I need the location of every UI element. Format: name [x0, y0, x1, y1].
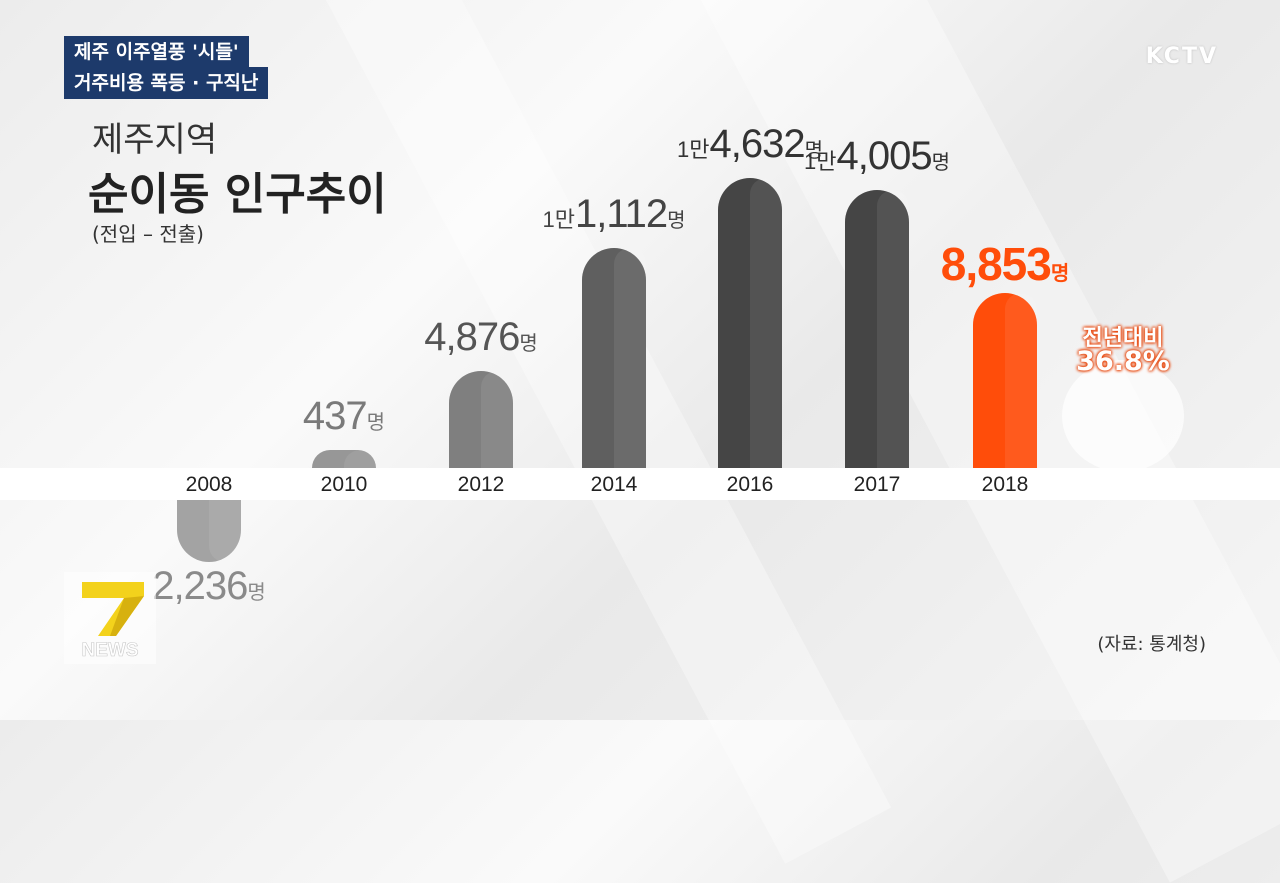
label-value: 2,236 — [152, 564, 248, 608]
x-tick-label: 2008 — [185, 473, 233, 496]
label-unit: 명 — [1050, 262, 1070, 285]
data-label: 4,876명 — [361, 315, 601, 360]
x-tick-label: 2014 — [590, 473, 638, 496]
label-value: 8,853 — [940, 237, 1052, 290]
data-label: 2,236명 — [89, 564, 329, 609]
bar-highlight — [750, 178, 782, 468]
x-tick-label: 2010 — [320, 473, 368, 496]
bar-highlight — [614, 247, 646, 468]
label-unit: 명 — [667, 209, 686, 232]
label-man-unit: 1만 — [677, 137, 710, 162]
label-unit: 명 — [247, 582, 266, 604]
news-logo: NEWS — [64, 572, 156, 664]
bar-highlight — [344, 450, 376, 468]
bar-2017 — [845, 190, 909, 468]
data-label: 1만4,632명 — [630, 122, 870, 167]
bar-2008 — [177, 500, 241, 562]
bar-highlight — [481, 371, 513, 468]
bar-2016 — [718, 178, 782, 468]
chart-title-region: 제주지역 — [92, 120, 218, 160]
label-unit: 명 — [804, 140, 823, 162]
data-label: 1만1,112명 — [494, 192, 734, 237]
label-value: 4,005 — [836, 134, 932, 179]
x-tick-label: 2016 — [726, 473, 774, 496]
bar-highlight — [209, 500, 241, 562]
label-unit: 명 — [519, 333, 538, 356]
caption-headline: 제주 이주열풍 '시들' — [64, 36, 249, 68]
x-tick-label: 2017 — [853, 473, 901, 496]
label-value: 437 — [302, 394, 368, 438]
caption-subheadline: 거주비용 폭등 · 구직난 — [64, 67, 269, 99]
chart-title: 순이동 인구추이 — [88, 169, 387, 220]
data-label: 1만4,005명 — [757, 134, 997, 179]
label-value: 1,112 — [574, 191, 668, 236]
x-tick-label: 2012 — [457, 473, 505, 496]
bar-2018 — [973, 292, 1037, 468]
data-label: 8,853명 — [885, 237, 1125, 291]
data-label: 437명 — [224, 394, 464, 439]
x-tick-label: 2018 — [981, 473, 1029, 496]
label-value: 4,632 — [709, 122, 805, 166]
change-value: 36.8% — [1076, 346, 1170, 377]
svg-text:NEWS: NEWS — [82, 640, 139, 661]
x-axis-band — [0, 468, 1280, 500]
label-unit: 명 — [366, 412, 386, 434]
chart-subtitle: (전입 – 전출) — [92, 222, 204, 246]
change-label: 전년대비 — [1082, 326, 1164, 351]
change-backdrop — [1062, 360, 1184, 472]
bar-highlight — [1005, 292, 1037, 468]
bar-2012 — [449, 371, 513, 468]
label-unit: 명 — [931, 152, 950, 175]
label-value: 4,876 — [424, 315, 520, 360]
data-source: (자료: 통계청) — [1097, 634, 1206, 655]
bar-2014 — [582, 247, 646, 468]
seven-news-icon: NEWS — [64, 572, 156, 664]
bar-highlight — [877, 190, 909, 468]
label-man-unit: 1만 — [542, 206, 575, 232]
bar-2010 — [312, 450, 376, 468]
year-over-year-change: 전년대비 36.8% — [1062, 320, 1184, 472]
broadcaster-logo: KCTV — [1145, 44, 1218, 69]
label-man-unit: 1만 — [804, 149, 837, 175]
